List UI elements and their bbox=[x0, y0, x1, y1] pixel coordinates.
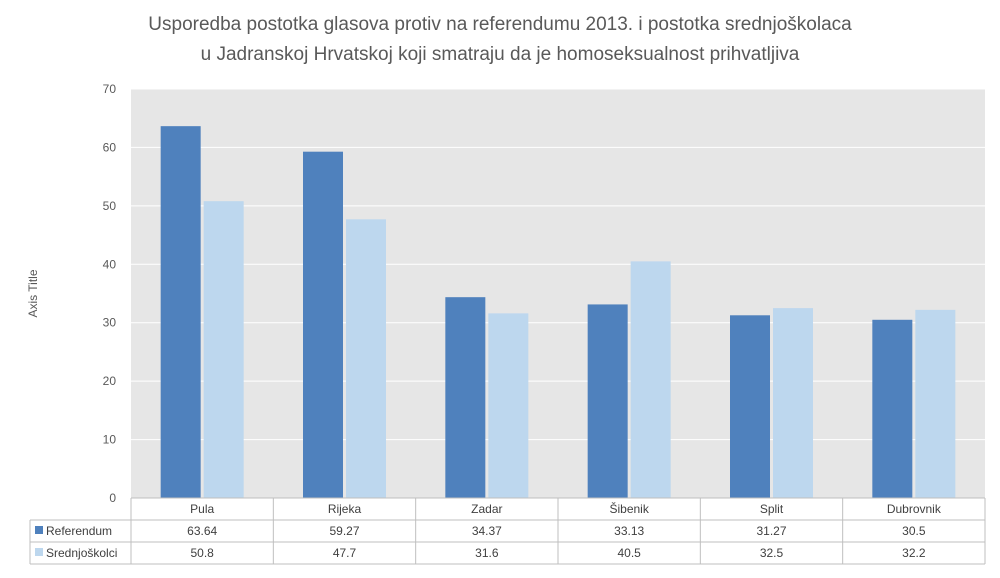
bar-srednjokolci-5 bbox=[915, 309, 956, 498]
category-label: Split bbox=[760, 502, 784, 516]
bar-referendum-2 bbox=[445, 297, 486, 498]
y-tick-label: 60 bbox=[103, 140, 117, 154]
data-table-value: 50.8 bbox=[190, 546, 214, 560]
category-label: Zadar bbox=[471, 502, 502, 516]
data-table-value: 63.64 bbox=[187, 524, 217, 538]
chart-title-line-2: u Jadranskoj Hrvatskoj koji smatraju da … bbox=[200, 44, 800, 65]
category-label: Pula bbox=[190, 502, 214, 516]
data-table-value: 30.5 bbox=[902, 524, 926, 538]
y-tick-label: 20 bbox=[103, 374, 117, 388]
category-label: Rijeka bbox=[328, 502, 362, 516]
legend-label: Srednjoškolci bbox=[46, 546, 117, 560]
plot-area bbox=[131, 89, 985, 498]
data-table-value: 31.27 bbox=[756, 524, 786, 538]
bar-srednjokolci-1 bbox=[346, 219, 386, 498]
chart-title-line-1: Usporedba postotka glasova protiv na ref… bbox=[148, 14, 852, 35]
legend-label: Referendum bbox=[46, 524, 112, 538]
bar-referendum-1 bbox=[303, 151, 343, 499]
y-tick-label: 70 bbox=[103, 82, 117, 96]
category-label: Dubrovnik bbox=[887, 502, 942, 516]
legend-key-srednjokolci bbox=[35, 548, 43, 556]
bar-srednjokolci-4 bbox=[773, 308, 813, 498]
bar-srednjokolci-3 bbox=[630, 261, 671, 498]
category-label: Šibenik bbox=[609, 501, 649, 516]
y-tick-label: 0 bbox=[109, 491, 116, 505]
data-table-value: 34.37 bbox=[472, 524, 502, 538]
bar-srednjokolci-0 bbox=[203, 201, 244, 498]
y-tick-label: 10 bbox=[103, 433, 117, 447]
data-table-value: 40.5 bbox=[617, 546, 641, 560]
data-table-value: 32.2 bbox=[902, 546, 926, 560]
bar-referendum-0 bbox=[160, 126, 201, 498]
bar-referendum-3 bbox=[587, 304, 628, 498]
bar-referendum-5 bbox=[872, 319, 913, 498]
y-tick-label: 30 bbox=[103, 316, 117, 330]
bar-referendum-4 bbox=[730, 315, 770, 498]
data-table-value: 33.13 bbox=[614, 524, 644, 538]
y-tick-label: 50 bbox=[103, 199, 117, 213]
bar-srednjokolci-2 bbox=[488, 313, 529, 498]
data-table-value: 31.6 bbox=[475, 546, 499, 560]
y-axis-title: Axis Title bbox=[26, 269, 40, 317]
data-table-value: 47.7 bbox=[333, 546, 357, 560]
y-tick-label: 40 bbox=[103, 257, 117, 271]
data-table-value: 59.27 bbox=[329, 524, 359, 538]
data-table-value: 32.5 bbox=[760, 546, 784, 560]
legend-key-referendum bbox=[35, 526, 43, 534]
